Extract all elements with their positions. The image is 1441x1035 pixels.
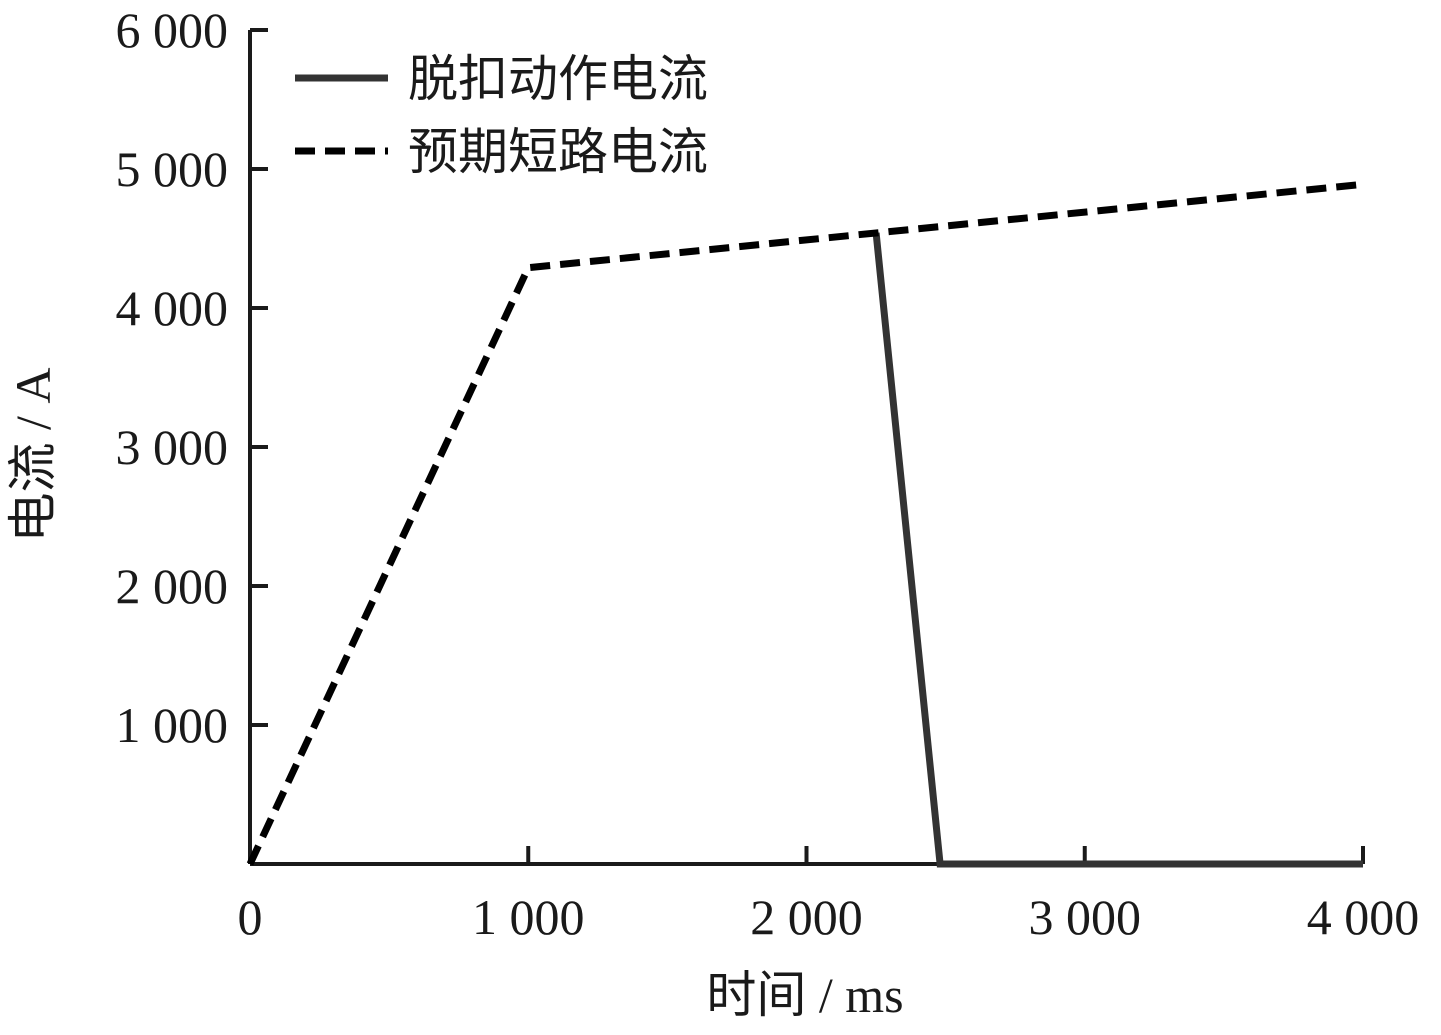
series-line-prospective-current xyxy=(246,180,1364,866)
series-line-trip-current xyxy=(872,232,1363,868)
y-tick-label: 5 000 xyxy=(116,141,229,197)
y-tick-label: 2 000 xyxy=(116,558,229,614)
y-tick-label: 3 000 xyxy=(116,419,229,475)
y-tick-label: 6 000 xyxy=(116,2,229,58)
x-tick-label: 4 000 xyxy=(1307,889,1420,945)
series-layer xyxy=(246,180,1364,868)
x-axis-label: 时间 / ms xyxy=(706,967,903,1023)
y-axis-label: 电流 / A xyxy=(5,368,61,543)
y-tick-label: 4 000 xyxy=(116,280,229,336)
x-tick-label: 2 000 xyxy=(750,889,863,945)
y-tick-label: 1 000 xyxy=(116,697,229,753)
x-tick-label: 0 xyxy=(238,889,263,945)
axes: 1 000 2 000 3 000 4 000 5 000 6 000 0 1 000 2 00… xyxy=(116,2,1420,945)
legend-label: 预期短路电流 xyxy=(408,124,708,180)
legend-label: 脱扣动作电流 xyxy=(408,51,708,107)
x-tick-label: 1 000 xyxy=(472,889,585,945)
x-tick-label: 3 000 xyxy=(1029,889,1142,945)
